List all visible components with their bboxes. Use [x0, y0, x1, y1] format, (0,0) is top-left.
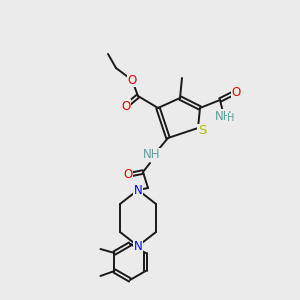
- Text: O: O: [122, 100, 130, 112]
- Text: H: H: [227, 113, 235, 123]
- Text: O: O: [123, 169, 133, 182]
- Text: NH: NH: [143, 148, 161, 161]
- Text: N: N: [134, 239, 142, 253]
- Text: N: N: [134, 184, 142, 196]
- Text: NH: NH: [215, 110, 233, 122]
- Text: O: O: [231, 85, 241, 98]
- Text: S: S: [198, 124, 206, 137]
- Text: O: O: [128, 74, 136, 86]
